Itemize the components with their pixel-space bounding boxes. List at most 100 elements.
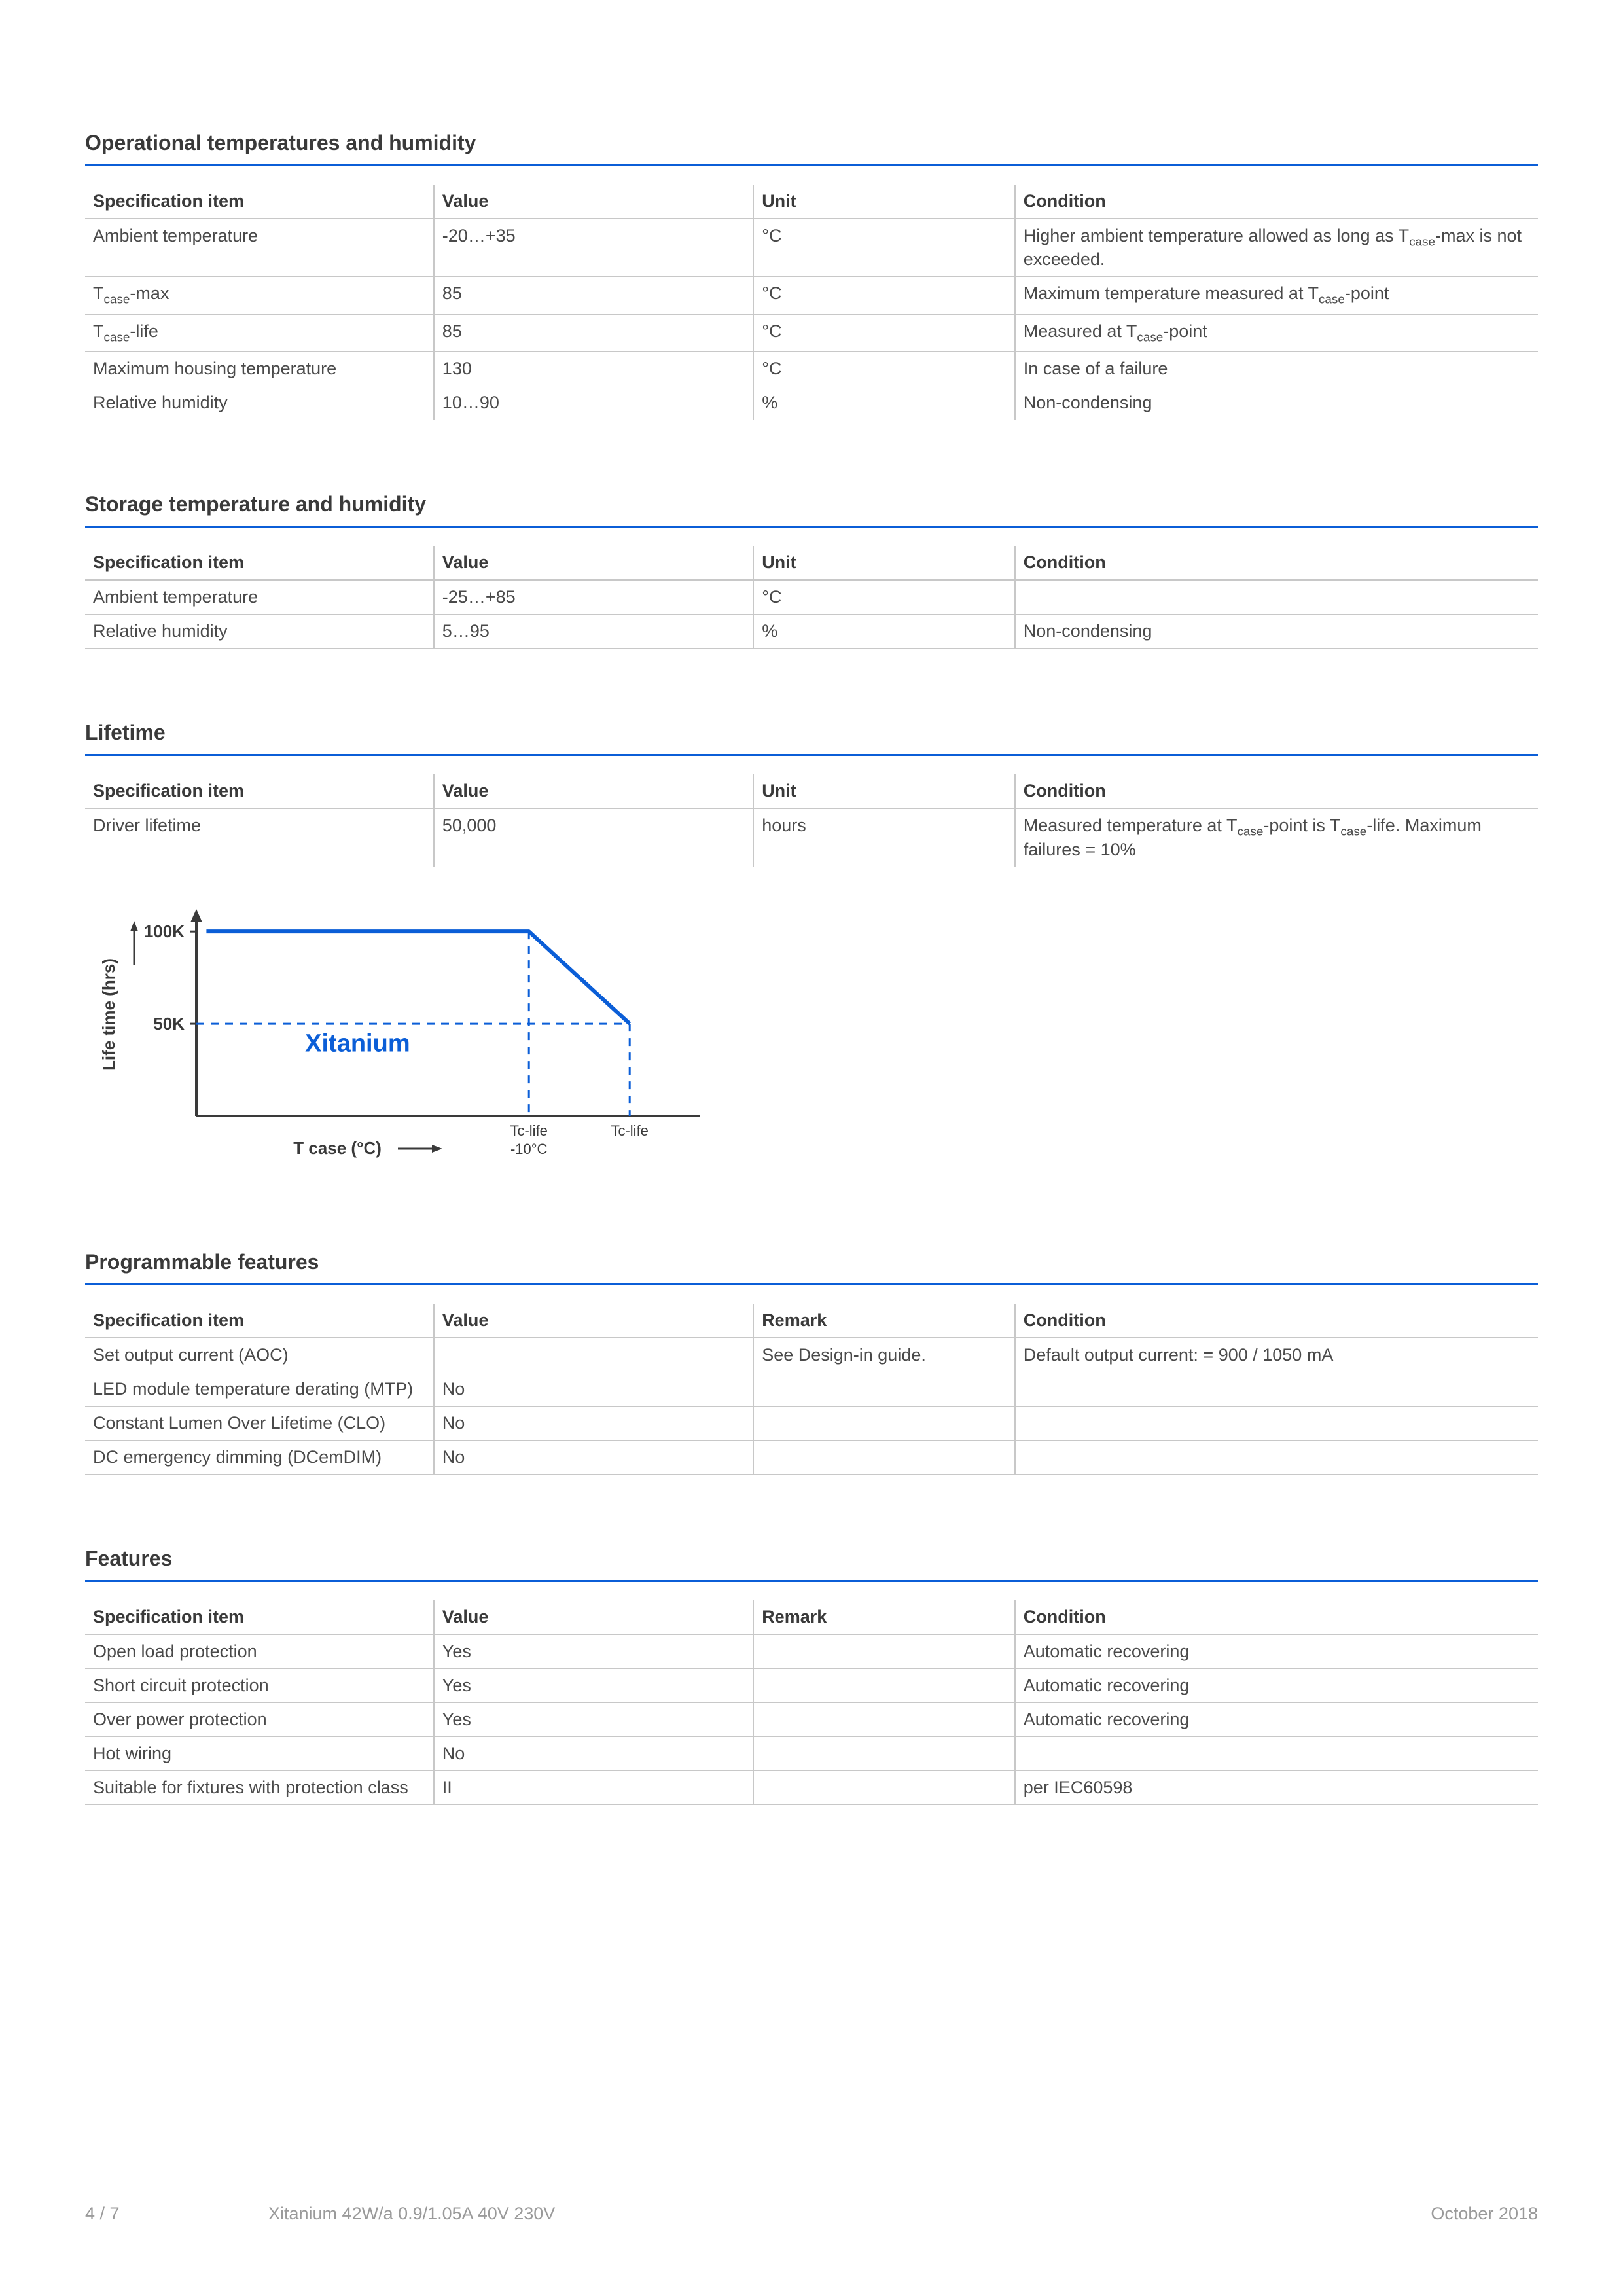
table-cell (753, 1440, 1015, 1474)
col-header: Value (434, 546, 753, 580)
table-cell: Default output current: = 900 / 1050 mA (1015, 1338, 1538, 1372)
table-row: Relative humidity10…90%Non-condensing (85, 386, 1538, 420)
table-cell: 130 (434, 352, 753, 386)
table-features: Specification item Value Remark Conditio… (85, 1600, 1538, 1805)
table-cell: °C (753, 314, 1015, 351)
table-row: Tcase-max85°CMaximum temperature measure… (85, 277, 1538, 314)
table-cell: LED module temperature derating (MTP) (85, 1372, 434, 1406)
col-header: Condition (1015, 546, 1538, 580)
table-cell: °C (753, 277, 1015, 314)
col-header: Condition (1015, 1304, 1538, 1338)
svg-text:-10°C: -10°C (510, 1141, 548, 1157)
table-cell: Relative humidity (85, 615, 434, 649)
table-row: Maximum housing temperature130°CIn case … (85, 352, 1538, 386)
table-cell (753, 1372, 1015, 1406)
table-cell: Higher ambient temperature allowed as lo… (1015, 219, 1538, 277)
section-title: Operational temperatures and humidity (85, 131, 1538, 166)
table-cell: In case of a failure (1015, 352, 1538, 386)
table-cell (753, 1668, 1015, 1702)
section-title: Programmable features (85, 1250, 1538, 1285)
section-storage: Storage temperature and humidity Specifi… (85, 492, 1538, 649)
table-cell: Open load protection (85, 1634, 434, 1669)
table-body: Set output current (AOC) See Design-in gu… (85, 1338, 1538, 1475)
table-cell: Yes (434, 1702, 753, 1736)
table-cell (1015, 1440, 1538, 1474)
footer-title: Xitanium 42W/a 0.9/1.05A 40V 230V (268, 2204, 1431, 2224)
col-header: Specification item (85, 1600, 434, 1634)
table-cell: Maximum housing temperature (85, 352, 434, 386)
table-row: Driver lifetime50,000hoursMeasured tempe… (85, 808, 1538, 867)
table-row: Open load protectionYes Automatic recover… (85, 1634, 1538, 1669)
table-cell (753, 1702, 1015, 1736)
table-cell: Yes (434, 1634, 753, 1669)
table-cell (753, 1634, 1015, 1669)
table-cell: Automatic recovering (1015, 1702, 1538, 1736)
table-cell: -20…+35 (434, 219, 753, 277)
table-cell: Over power protection (85, 1702, 434, 1736)
table-cell: °C (753, 352, 1015, 386)
table-cell: Maximum temperature measured at Tcase-po… (1015, 277, 1538, 314)
page-number: 4 / 7 (85, 2204, 268, 2224)
col-header: Specification item (85, 774, 434, 808)
col-header: Unit (753, 185, 1015, 219)
page-footer: 4 / 7 Xitanium 42W/a 0.9/1.05A 40V 230V … (85, 2204, 1538, 2224)
table-cell: 5…95 (434, 615, 753, 649)
table-cell: Constant Lumen Over Lifetime (CLO) (85, 1406, 434, 1440)
section-features: Features Specification item Value Remark… (85, 1547, 1538, 1805)
table-cell (753, 1736, 1015, 1770)
table-cell: 85 (434, 277, 753, 314)
table-cell (434, 1338, 753, 1372)
col-header: Value (434, 1600, 753, 1634)
section-programmable: Programmable features Specification item… (85, 1250, 1538, 1475)
section-operational-temp: Operational temperatures and humidity Sp… (85, 131, 1538, 420)
table-cell: Driver lifetime (85, 808, 434, 867)
table-row: Suitable for fixtures with protection cl… (85, 1770, 1538, 1804)
section-lifetime: Lifetime Specification item Value Unit C… (85, 721, 1538, 1177)
table-body: Driver lifetime50,000hoursMeasured tempe… (85, 808, 1538, 867)
table-cell: DC emergency dimming (DCemDIM) (85, 1440, 434, 1474)
col-header: Specification item (85, 546, 434, 580)
table-cell: Suitable for fixtures with protection cl… (85, 1770, 434, 1804)
table-programmable: Specification item Value Remark Conditio… (85, 1304, 1538, 1475)
table-cell: II (434, 1770, 753, 1804)
table-lifetime: Specification item Value Unit Condition … (85, 774, 1538, 867)
table-cell: -25…+85 (434, 580, 753, 615)
table-cell: Set output current (AOC) (85, 1338, 434, 1372)
table-cell: Ambient temperature (85, 219, 434, 277)
col-header: Specification item (85, 185, 434, 219)
table-cell: No (434, 1440, 753, 1474)
footer-date: October 2018 (1431, 2204, 1538, 2224)
table-row: Hot wiringNo (85, 1736, 1538, 1770)
table-cell (1015, 1406, 1538, 1440)
table-row: Short circuit protectionYesAutomatic rec… (85, 1668, 1538, 1702)
table-cell: 10…90 (434, 386, 753, 420)
col-header: Condition (1015, 185, 1538, 219)
table-row: Over power protectionYes Automatic recove… (85, 1702, 1538, 1736)
col-header: Condition (1015, 774, 1538, 808)
table-cell: Short circuit protection (85, 1668, 434, 1702)
table-cell: No (434, 1736, 753, 1770)
svg-text:50K: 50K (153, 1014, 185, 1033)
svg-text:Xitanium: Xitanium (305, 1030, 410, 1057)
table-cell (753, 1406, 1015, 1440)
table-cell (753, 1770, 1015, 1804)
table-cell: No (434, 1372, 753, 1406)
table-row: Constant Lumen Over Lifetime (CLO)No (85, 1406, 1538, 1440)
section-title: Lifetime (85, 721, 1538, 756)
table-cell: hours (753, 808, 1015, 867)
table-row: Set output current (AOC) See Design-in gu… (85, 1338, 1538, 1372)
col-header: Remark (753, 1304, 1015, 1338)
table-cell: Ambient temperature (85, 580, 434, 615)
table-cell: Automatic recovering (1015, 1668, 1538, 1702)
svg-text:Life time (hrs): Life time (hrs) (99, 958, 118, 1071)
section-title: Features (85, 1547, 1538, 1582)
table-cell: See Design-in guide. (753, 1338, 1015, 1372)
table-cell (1015, 1736, 1538, 1770)
col-header: Value (434, 1304, 753, 1338)
table-cell: Automatic recovering (1015, 1634, 1538, 1669)
table-cell: Hot wiring (85, 1736, 434, 1770)
table-row: Ambient temperature-25…+85°C (85, 580, 1538, 615)
table-row: Ambient temperature-20…+35°CHigher ambie… (85, 219, 1538, 277)
svg-text:Tc-life: Tc-life (510, 1122, 547, 1139)
svg-text:Tc-life: Tc-life (611, 1122, 648, 1139)
